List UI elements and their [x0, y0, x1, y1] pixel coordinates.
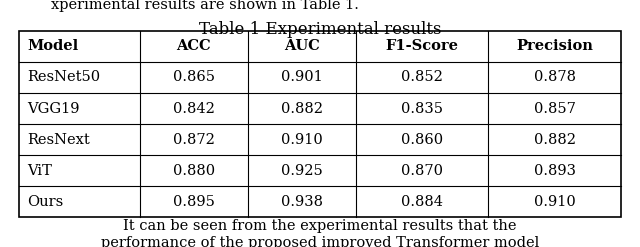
Text: Table 1 Experimental results: Table 1 Experimental results	[199, 21, 441, 38]
Text: 0.882: 0.882	[534, 133, 575, 147]
Text: 0.872: 0.872	[173, 133, 214, 147]
Text: VGG19: VGG19	[27, 102, 79, 116]
Text: 0.882: 0.882	[281, 102, 323, 116]
Text: performance of the proposed improved Transformer model: performance of the proposed improved Tra…	[101, 236, 539, 247]
Text: Precision: Precision	[516, 40, 593, 53]
Text: 0.870: 0.870	[401, 164, 444, 178]
Text: ViT: ViT	[27, 164, 52, 178]
Text: ACC: ACC	[177, 40, 211, 53]
Text: ResNet50: ResNet50	[27, 70, 100, 84]
Text: 0.878: 0.878	[534, 70, 575, 84]
Text: 0.880: 0.880	[173, 164, 215, 178]
Text: 0.857: 0.857	[534, 102, 575, 116]
Text: F1-Score: F1-Score	[386, 40, 459, 53]
Text: Ours: Ours	[27, 195, 63, 209]
Text: xperimental results are shown in Table 1.: xperimental results are shown in Table 1…	[51, 0, 359, 12]
Text: 0.910: 0.910	[534, 195, 575, 209]
Text: 0.842: 0.842	[173, 102, 214, 116]
Text: 0.860: 0.860	[401, 133, 444, 147]
Text: 0.865: 0.865	[173, 70, 214, 84]
Text: 0.852: 0.852	[401, 70, 444, 84]
Text: 0.938: 0.938	[281, 195, 323, 209]
Text: 0.910: 0.910	[281, 133, 323, 147]
Text: ResNext: ResNext	[27, 133, 90, 147]
Text: 0.925: 0.925	[281, 164, 323, 178]
Text: Model: Model	[27, 40, 78, 53]
Text: AUC: AUC	[284, 40, 320, 53]
Text: 0.884: 0.884	[401, 195, 444, 209]
Text: 0.835: 0.835	[401, 102, 444, 116]
Text: 0.895: 0.895	[173, 195, 214, 209]
Text: It can be seen from the experimental results that the: It can be seen from the experimental res…	[124, 219, 516, 233]
Text: 0.901: 0.901	[281, 70, 323, 84]
Text: 0.893: 0.893	[534, 164, 575, 178]
